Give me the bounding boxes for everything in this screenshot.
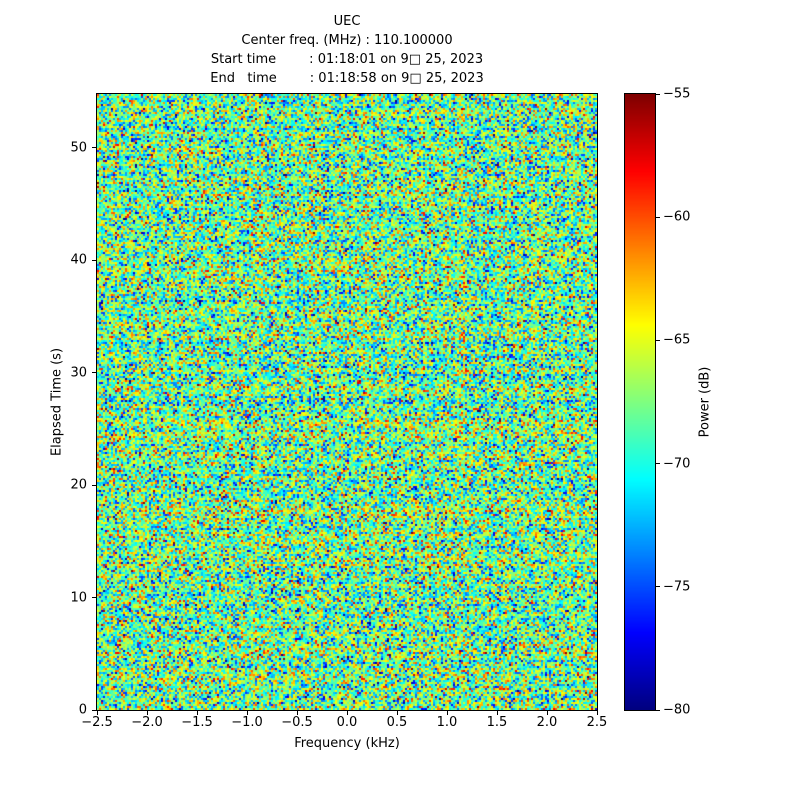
y-tick-mark [92,709,96,711]
x-tick-mark [146,711,148,715]
y-tick-mark [92,259,96,261]
colorbar-tick-mark [656,586,660,588]
x-tick-label: −1.0 [231,715,263,730]
x-tick-label: −1.5 [181,715,213,730]
y-tick-mark [92,597,96,599]
colorbar-tick-label: −65 [663,332,691,348]
x-tick-mark [346,711,348,715]
colorbar-tick-label: −70 [663,456,691,472]
y-tick-label: 50 [70,140,87,156]
y-tick-label: 20 [70,477,87,493]
x-tick-label: 2.5 [586,715,608,730]
x-tick-label: −0.5 [281,715,313,730]
y-tick-mark [92,372,96,374]
y-axis-label: Elapsed Time (s) [49,347,65,457]
colorbar-label: Power (dB) [697,366,713,438]
y-tick-label: 10 [70,590,87,606]
end-time-line: End time : 01:18:58 on 9□ 25, 2023 [210,71,484,86]
y-tick-label: 0 [78,702,87,718]
colorbar-canvas [625,94,655,710]
x-tick-mark [196,711,198,715]
x-tick-mark [296,711,298,715]
x-tick-mark [596,711,598,715]
colorbar-tick-label: −55 [663,86,691,102]
x-tick-mark [396,711,398,715]
colorbar [624,93,656,711]
y-tick-mark [92,484,96,486]
x-tick-label: −2.0 [131,715,163,730]
colorbar-tick-label: −75 [663,579,691,595]
start-time-line: Start time : 01:18:01 on 9□ 25, 2023 [210,52,484,67]
x-tick-mark [446,711,448,715]
y-tick-mark [92,147,96,149]
x-tick-mark [96,711,98,715]
x-tick-mark [246,711,248,715]
center-freq-line: Center freq. (MHz) : 110.100000 [241,33,453,48]
x-axis-label: Frequency (kHz) [294,736,400,751]
spectrogram-canvas [97,94,597,710]
colorbar-tick-mark [656,216,660,218]
x-tick-mark [496,711,498,715]
x-tick-label: 1.0 [436,715,458,730]
colorbar-tick-mark [656,463,660,465]
x-tick-mark [546,711,548,715]
figure-title: UEC [333,14,361,29]
colorbar-tick-mark [656,93,660,95]
x-tick-label: 0.5 [386,715,408,730]
x-tick-label: −2.5 [81,715,113,730]
figure-header: UEC Center freq. (MHz) : 110.100000 Star… [97,12,597,88]
y-tick-label: 30 [70,365,87,381]
plot-area [96,93,598,711]
x-tick-label: 2.0 [536,715,558,730]
y-tick-label: 40 [70,252,87,268]
colorbar-tick-label: −60 [663,209,691,225]
x-tick-label: 1.5 [486,715,508,730]
colorbar-tick-label: −80 [663,702,691,718]
colorbar-tick-mark [656,709,660,711]
colorbar-tick-mark [656,339,660,341]
x-tick-label: 0.0 [336,715,358,730]
